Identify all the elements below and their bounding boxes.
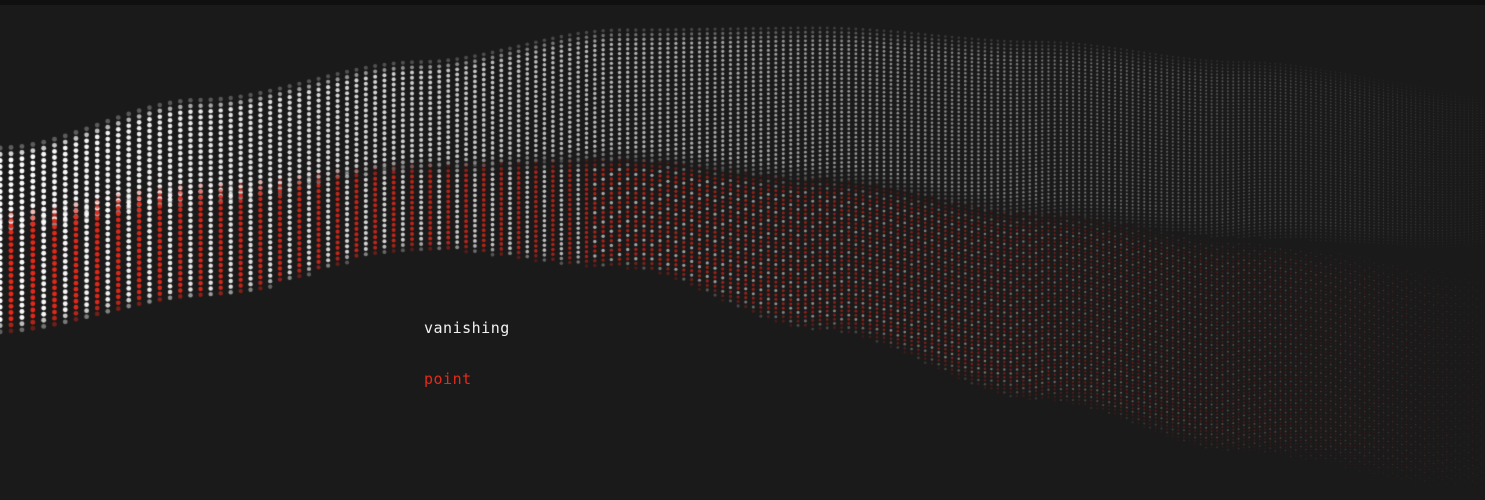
caption-line-point: point: [424, 370, 472, 388]
caption-line-vanishing: vanishing: [424, 319, 510, 337]
caption-block: vanishing point: [424, 286, 510, 422]
